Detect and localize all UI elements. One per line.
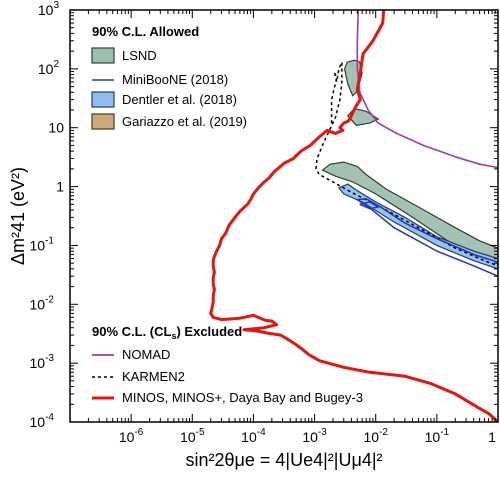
x-tick-label-exp: -6	[134, 427, 143, 438]
y-tick-label-base: 10	[38, 61, 54, 77]
y-tick-label-base: 10	[30, 296, 46, 312]
x-tick-label-exp: -3	[318, 427, 327, 438]
x-tick-label: 10-2	[363, 427, 388, 445]
x-tick-label: 10-1	[425, 427, 450, 445]
y-tick-label: 10-3	[30, 353, 55, 371]
y-tick-label: 103	[38, 0, 60, 18]
legend-label-nomad: NOMAD	[122, 347, 170, 362]
y-tick-label-base: 10	[30, 414, 46, 430]
legend-swatch-dentler	[91, 91, 115, 108]
x-tick-label: 1	[488, 429, 496, 445]
curve-minos-minos-daya-bay-and-bugey-3	[209, 10, 498, 422]
region-lsnd	[321, 161, 498, 267]
y-tick-label: 10-1	[30, 235, 55, 253]
y-tick-label-base: 1	[56, 179, 64, 195]
y-tick-label-exp: -3	[45, 353, 54, 364]
legend-label-minos: MINOS, MINOS+, Daya Bay and Bugey-3	[122, 390, 363, 405]
legend-excluded-heading: 90% C.L. (CLs) Excluded	[92, 324, 242, 341]
x-tick-label-base: 10	[363, 429, 379, 445]
legend-label-karmen2: KARMEN2	[122, 369, 185, 384]
curve-miniboone-2018	[356, 198, 498, 277]
curve-karmen2	[315, 61, 498, 267]
curve-miniboone-2018	[359, 201, 379, 210]
x-tick-label-exp: -5	[196, 427, 205, 438]
y-axis-label: Δm²41 (eV²)	[8, 167, 28, 265]
y-tick-label: 10-2	[30, 294, 55, 312]
x-tick-label-base: 10	[119, 429, 135, 445]
x-tick-label-exp: -2	[379, 427, 388, 438]
plot-frame	[69, 9, 499, 423]
y-tick-label-base: 10	[30, 237, 46, 253]
legend-label-miniboone: MiniBooNE (2018)	[122, 72, 228, 87]
legend-label-gariazzo: Gariazzo et al. (2019)	[122, 114, 247, 129]
y-tick-label: 102	[38, 59, 60, 77]
x-tick-label: 10-3	[302, 427, 327, 445]
y-tick-label-base: 10	[38, 2, 54, 18]
y-tick-label-exp: -2	[45, 294, 54, 305]
x-tick-label-base: 1	[488, 429, 496, 445]
legend-excluded-heading-suffix: ) Excluded	[176, 324, 242, 339]
x-tick-label-base: 10	[302, 429, 318, 445]
legend-allowed-heading: 90% C.L. Allowed	[92, 24, 199, 39]
legend-excluded-heading-sub: s	[171, 331, 176, 341]
x-tick-label: 10-6	[119, 427, 144, 445]
x-tick-label-exp: -1	[440, 427, 449, 438]
x-axis-label: sin²2θμe = 4|Ue4|²|Uμ4|²	[185, 450, 382, 470]
curve-nomad	[356, 10, 498, 169]
y-tick-label-base: 10	[30, 355, 46, 371]
x-tick-label-base: 10	[180, 429, 196, 445]
y-tick-label: 10	[48, 120, 64, 136]
legend-label-dentler: Dentler et al. (2018)	[122, 92, 237, 107]
x-tick-label: 10-5	[180, 427, 205, 445]
y-tick-label-exp: 2	[53, 59, 59, 70]
y-tick-label-exp: 3	[53, 0, 59, 11]
y-tick-label: 10-4	[30, 412, 55, 430]
y-tick-label: 1	[56, 179, 64, 195]
legend-excluded-heading-prefix: 90% C.L. (CL	[92, 324, 172, 339]
legend-swatch-lsnd	[91, 47, 115, 64]
y-tick-label-base: 10	[48, 120, 64, 136]
series-layer	[209, 10, 498, 422]
x-tick-label: 10-4	[241, 427, 266, 445]
legend-label-lsnd: LSND	[122, 48, 157, 63]
legend-excluded: 90% C.L. (CLs) Excluded NOMAD KARMEN2 MI…	[92, 324, 363, 405]
legend-allowed: 90% C.L. Allowed LSND MiniBooNE (2018) D…	[91, 24, 247, 130]
y-tick-label-exp: -4	[45, 412, 54, 423]
y-tick-label-exp: -1	[45, 235, 54, 246]
x-tick-label-exp: -4	[257, 427, 266, 438]
legend-swatch-gariazzo	[91, 113, 115, 130]
x-tick-label-base: 10	[241, 429, 257, 445]
x-tick-label-base: 10	[425, 429, 441, 445]
